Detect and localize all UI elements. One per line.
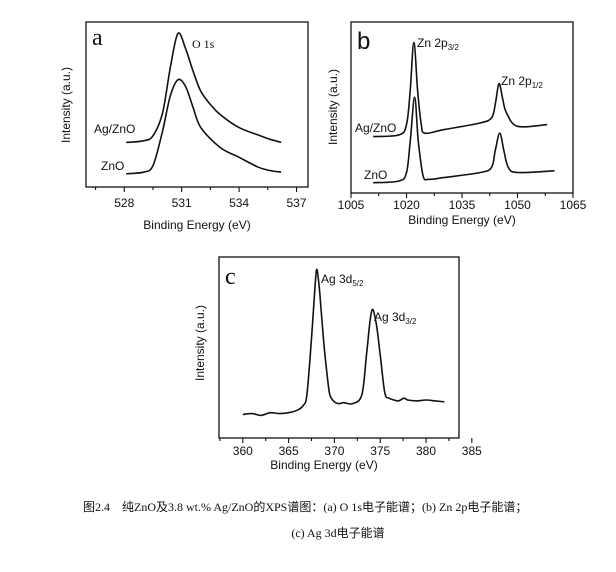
x-tick-label: 1005	[338, 198, 365, 212]
x-tick-label: 1065	[560, 198, 587, 212]
annotation-text: Zn 2p	[417, 36, 448, 50]
annotation-text: Ag 3d	[374, 310, 405, 324]
panel-a-series-label-zno: ZnO	[101, 159, 124, 173]
x-tick-label: 531	[172, 196, 192, 210]
x-tick-label: 370	[324, 444, 344, 458]
panel-b-annotation-zn2p12: Zn 2p1/2	[501, 74, 543, 90]
x-tick-label: 1020	[393, 198, 420, 212]
x-tick-label: 360	[233, 444, 253, 458]
panel-a-annotation-o1s: O 1s	[192, 37, 215, 51]
annotation-subscript: 3/2	[448, 43, 460, 52]
annotation-text: Zn 2p	[501, 74, 532, 88]
series-line-zno	[126, 78, 282, 175]
annotation-subscript: 1/2	[532, 81, 544, 90]
x-tick-label: 1050	[504, 198, 531, 212]
panel-c-letter: c	[225, 264, 236, 290]
series-line-ag-zno	[126, 32, 282, 144]
x-tick-label: 528	[114, 196, 134, 210]
panel-c-annotation-ag3d32: Ag 3d3/2	[374, 310, 417, 326]
panel-a-series-label-agzno: Ag/ZnO	[94, 122, 135, 136]
panel-b-series-label-zno: ZnO	[364, 168, 387, 182]
panel-a-letter: a	[92, 25, 103, 51]
figure-caption-line1: 图2.4 纯ZnO及3.8 wt.% Ag/ZnO的XPS谱图：(a) O 1s…	[83, 499, 527, 514]
panel-c-frame	[218, 256, 460, 439]
x-tick-label: 1035	[449, 198, 476, 212]
panel-b-annotation-zn2p32: Zn 2p3/2	[417, 36, 459, 52]
panel-b-series-label-agzno: Ag/ZnO	[355, 121, 396, 135]
panel-c: c Ag 3d5/2 Ag 3d3/2 Intensity (a.u.) Bin…	[193, 256, 482, 472]
x-tick-label: 365	[279, 444, 299, 458]
x-tick-label: 375	[370, 444, 390, 458]
figure-caption-line2: (c) Ag 3d电子能谱	[291, 526, 384, 540]
series-line-ag-zno	[373, 41, 548, 138]
x-tick-label: 534	[229, 196, 249, 210]
panel-c-xlabel: Binding Energy (eV)	[270, 458, 377, 472]
panel-b-letter: b	[357, 28, 370, 55]
panel-a: a O 1s Ag/ZnO ZnO Intensity (a.u.) Bindi…	[59, 21, 309, 232]
x-tick-label: 385	[462, 444, 482, 458]
panel-c-ylabel: Intensity (a.u.)	[193, 305, 207, 381]
panel-b-ylabel: Intensity (a.u.)	[326, 69, 340, 145]
panel-c-annotation-ag3d52: Ag 3d5/2	[321, 272, 364, 288]
panel-b: b Zn 2p3/2 Zn 2p1/2 Ag/ZnO ZnO Intensity…	[326, 21, 587, 227]
x-tick-label: 537	[287, 196, 307, 210]
annotation-subscript: 3/2	[405, 317, 417, 326]
series-line-ag-3d	[242, 268, 445, 417]
annotation-text: Ag 3d	[321, 272, 352, 286]
panel-a-ylabel: Intensity (a.u.)	[59, 67, 73, 143]
panel-a-frame	[85, 21, 309, 188]
panel-b-xlabel: Binding Energy (eV)	[408, 213, 515, 227]
annotation-subscript: 5/2	[352, 279, 364, 288]
x-tick-label: 380	[416, 444, 436, 458]
series-line-zno	[373, 96, 555, 184]
panel-a-xlabel: Binding Energy (eV)	[143, 218, 250, 232]
